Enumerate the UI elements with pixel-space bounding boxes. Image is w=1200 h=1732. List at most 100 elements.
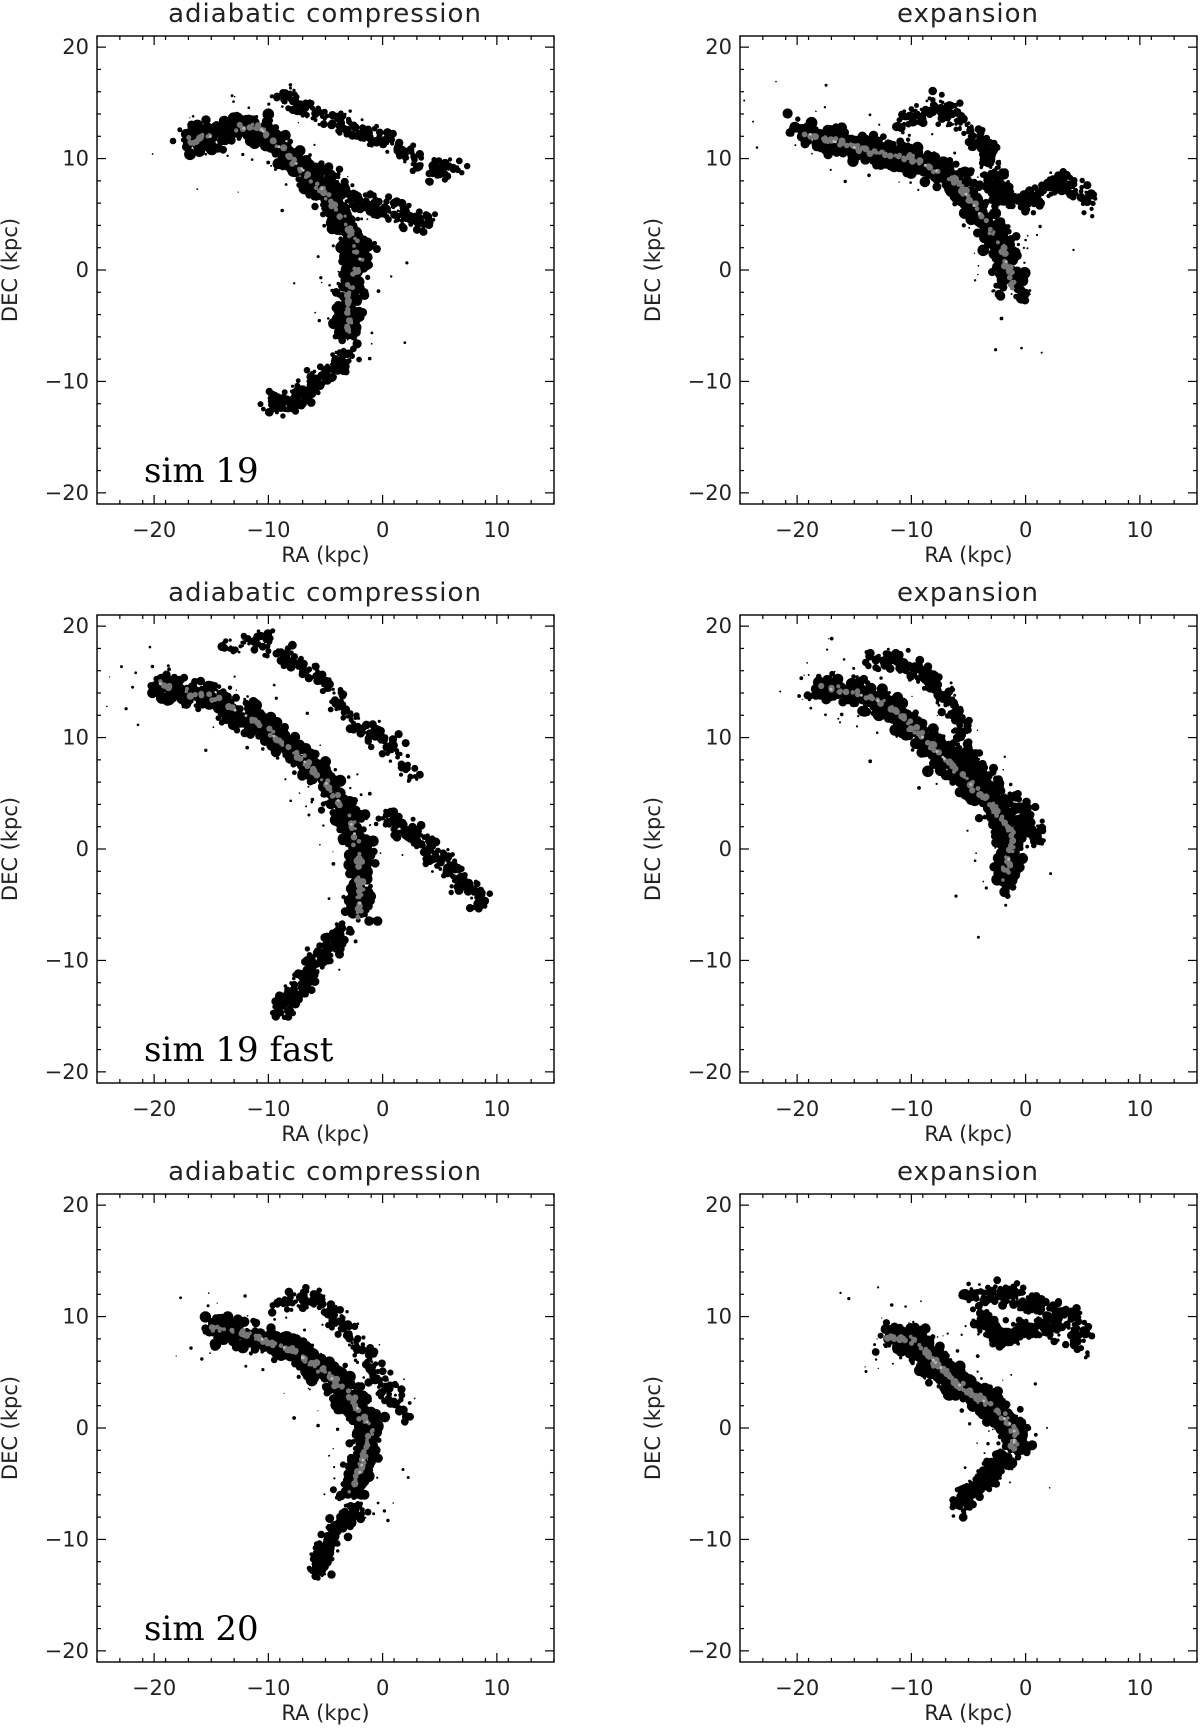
density-clump — [399, 209, 408, 217]
density-clump — [304, 395, 313, 405]
density-core — [254, 124, 261, 131]
density-clump — [320, 211, 327, 218]
density-core — [186, 135, 192, 140]
density-core — [801, 131, 808, 138]
density-clump — [900, 130, 905, 135]
density-clump — [454, 881, 461, 888]
density-clump — [419, 833, 424, 838]
density-clump — [1083, 181, 1092, 190]
density-clump — [914, 103, 919, 108]
density-speck — [992, 289, 996, 293]
density-clump — [269, 94, 274, 99]
density-clump — [991, 256, 997, 262]
density-speck — [359, 845, 362, 848]
density-clump — [297, 107, 305, 115]
density-core — [353, 857, 361, 865]
density-speck — [752, 120, 755, 123]
density-clump — [320, 374, 327, 381]
density-clump — [268, 118, 274, 123]
density-clump — [361, 136, 367, 142]
density-clump — [250, 639, 257, 646]
y-tick-label: 20 — [62, 614, 89, 638]
density-speck — [327, 317, 330, 320]
density-clump — [371, 192, 377, 198]
density-clump — [261, 142, 268, 149]
density-speck — [353, 900, 355, 902]
density-clump — [297, 972, 307, 981]
density-clump — [246, 724, 252, 730]
density-clump — [286, 1007, 295, 1016]
density-clump — [406, 202, 412, 209]
density-clump — [227, 685, 233, 690]
density-clump — [319, 958, 328, 967]
y-tick-label: 0 — [719, 837, 732, 861]
density-clump — [1053, 187, 1060, 194]
density-speck — [204, 152, 208, 156]
density-core — [215, 694, 223, 702]
density-clump — [341, 894, 346, 900]
x-tick-label: 0 — [1019, 518, 1032, 542]
density-clump — [991, 202, 999, 210]
density-speck — [322, 223, 327, 228]
density-clump — [334, 221, 343, 230]
density-speck — [1022, 246, 1025, 249]
density-clump — [366, 190, 375, 199]
density-clump — [322, 116, 327, 121]
density-clump — [474, 904, 483, 913]
density-clump — [425, 833, 430, 838]
density-clump — [405, 753, 410, 759]
density-core — [263, 133, 269, 139]
density-clump — [301, 981, 310, 990]
density-clump — [320, 178, 328, 187]
density-clump — [400, 829, 407, 835]
density-clump — [334, 922, 339, 927]
density-clump — [407, 215, 417, 225]
density-clump — [1041, 193, 1044, 197]
density-core — [285, 152, 293, 160]
x-tick-label: 0 — [376, 1097, 389, 1121]
density-speck — [1020, 346, 1023, 350]
density-core — [859, 146, 864, 150]
density-speck — [134, 671, 138, 675]
density-clump — [365, 128, 373, 136]
density-clump — [969, 124, 974, 130]
density-clump — [847, 134, 856, 143]
density-peak — [260, 128, 263, 131]
density-speck — [376, 289, 381, 293]
density-clump — [967, 219, 973, 225]
x-tick-label: 10 — [484, 1097, 511, 1121]
density-clump — [449, 884, 454, 889]
density-core — [158, 679, 163, 684]
density-clump — [312, 369, 317, 374]
density-core — [326, 192, 332, 198]
density-peak — [852, 146, 856, 149]
density-speck — [235, 689, 238, 691]
density-clump — [288, 660, 294, 666]
density-clump — [394, 730, 403, 739]
density-speck — [358, 319, 361, 321]
density-clump — [956, 99, 964, 107]
density-clump — [403, 149, 407, 153]
density-clump — [331, 809, 340, 818]
density-clump — [392, 829, 401, 838]
density-speck — [366, 218, 369, 221]
density-clump — [471, 885, 475, 890]
density-clump — [407, 773, 414, 780]
density-clump — [273, 92, 281, 101]
density-core — [844, 142, 850, 148]
density-clump — [396, 209, 400, 213]
density-speck — [935, 185, 938, 187]
density-peak — [358, 257, 362, 261]
density-core — [978, 213, 985, 220]
density-clump — [401, 763, 410, 771]
density-clump — [281, 650, 291, 660]
density-speck — [1024, 238, 1027, 242]
density-core — [893, 153, 898, 158]
density-clump — [830, 149, 837, 155]
density-speck — [241, 152, 245, 157]
density-clump — [951, 123, 954, 126]
density-peak — [935, 169, 938, 173]
density-speck — [941, 172, 945, 176]
density-clump — [981, 157, 988, 163]
density-clump — [274, 410, 279, 415]
